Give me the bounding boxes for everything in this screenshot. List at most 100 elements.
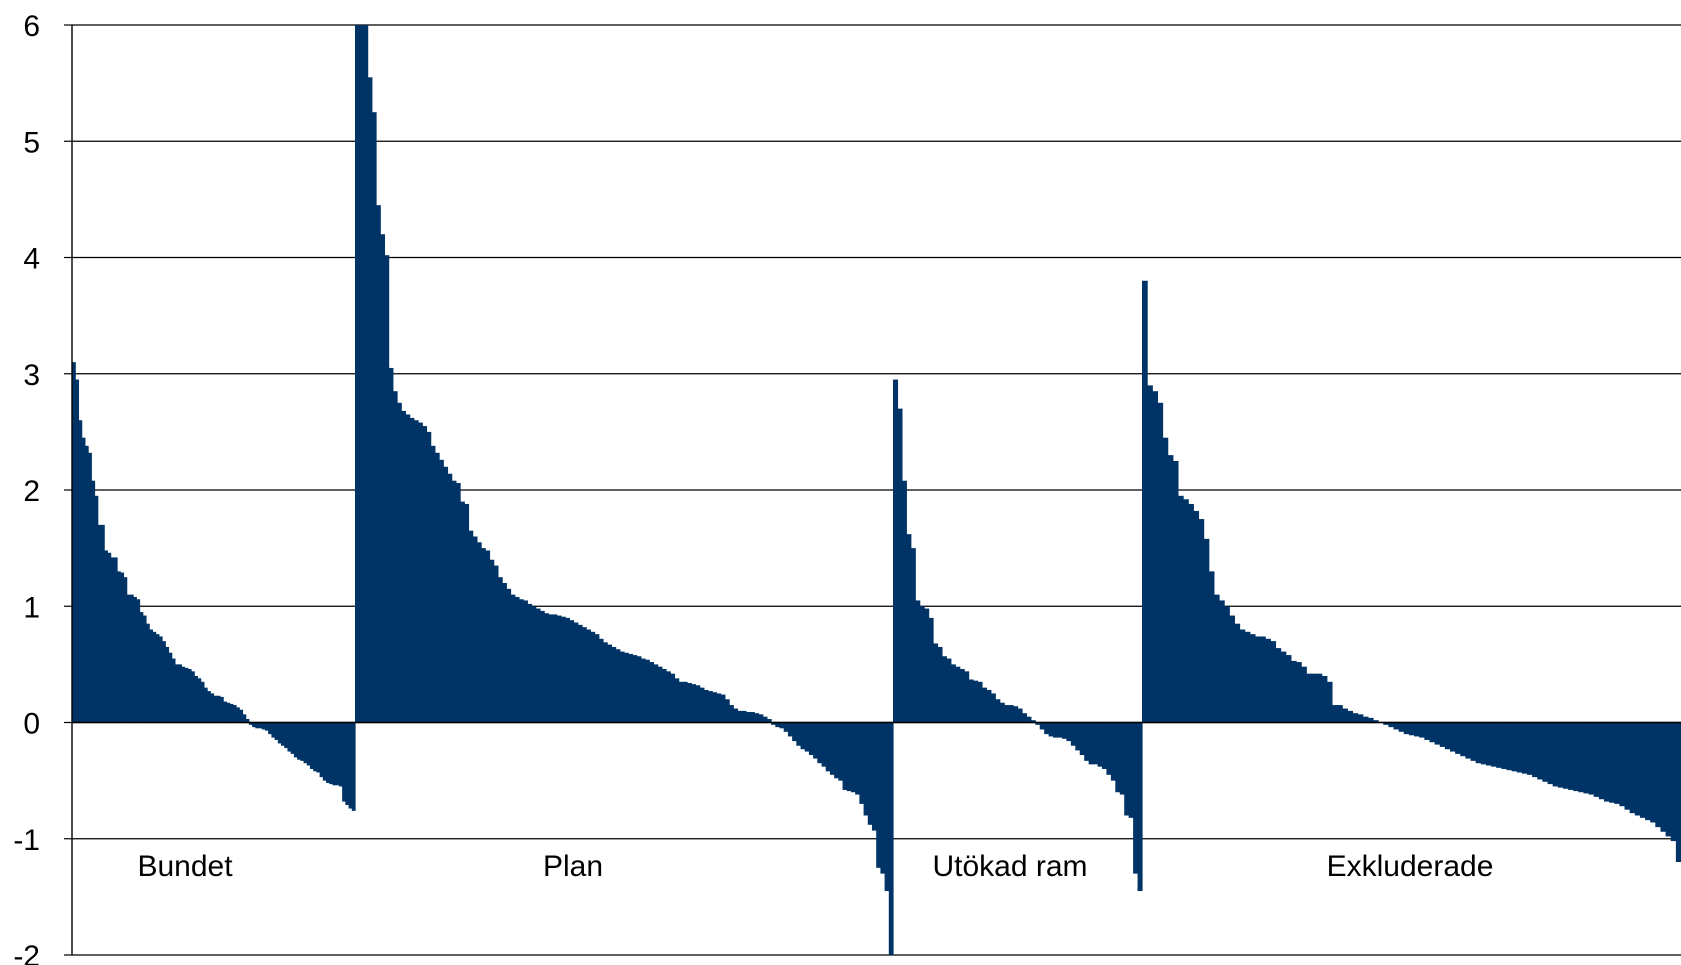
bar — [1506, 722, 1513, 771]
bar — [426, 431, 432, 723]
bar — [133, 596, 137, 723]
bar — [284, 722, 289, 749]
bar — [1061, 722, 1068, 739]
bar — [771, 722, 776, 725]
bar — [737, 710, 743, 723]
bar — [1193, 510, 1200, 723]
bar — [1097, 722, 1103, 767]
bar — [1578, 722, 1585, 793]
bar — [846, 722, 852, 792]
bar — [779, 722, 785, 729]
bar — [1239, 629, 1246, 723]
bar — [959, 669, 965, 723]
y-tick-label: 0 — [23, 708, 40, 741]
bar — [447, 473, 453, 723]
bar — [1249, 634, 1256, 723]
bar — [409, 417, 415, 723]
bar — [485, 550, 491, 723]
bar — [1537, 722, 1543, 780]
bar — [1357, 714, 1364, 723]
bar — [1224, 606, 1230, 723]
bar — [1465, 722, 1472, 759]
bar — [1079, 722, 1085, 756]
bar — [800, 722, 806, 750]
bar — [332, 722, 337, 786]
bar — [1516, 722, 1523, 773]
bar — [97, 524, 102, 723]
bar — [729, 705, 734, 723]
bar — [1326, 681, 1333, 723]
bar — [1004, 705, 1010, 723]
bar — [1532, 722, 1538, 778]
bar — [165, 646, 170, 723]
bar — [290, 722, 295, 754]
bar — [1119, 722, 1125, 795]
bar — [313, 722, 318, 772]
bar — [1213, 594, 1220, 723]
bar — [123, 577, 128, 723]
bar — [1128, 722, 1134, 818]
bar — [207, 691, 211, 723]
bar — [171, 658, 176, 723]
bar — [539, 610, 545, 723]
bar — [1403, 722, 1410, 735]
bar — [645, 659, 650, 723]
bar — [1147, 385, 1153, 723]
y-tick-labels: 6 5 4 3 2 1 0 -1 -2 — [13, 10, 40, 965]
bar — [1511, 722, 1518, 772]
bar — [1053, 722, 1059, 738]
bar — [1044, 722, 1050, 735]
bar — [1316, 673, 1323, 723]
bar — [1124, 722, 1130, 816]
bar — [430, 445, 436, 723]
bar — [1639, 722, 1646, 818]
bar — [384, 255, 390, 723]
bar — [216, 695, 221, 723]
bar — [523, 600, 528, 723]
bar — [129, 594, 134, 723]
bar — [1017, 708, 1023, 723]
bar — [825, 722, 831, 772]
bar — [1013, 706, 1019, 723]
bar — [72, 362, 76, 723]
bar — [472, 536, 478, 723]
bar — [1229, 615, 1235, 723]
bar — [271, 722, 276, 738]
bar — [919, 606, 925, 723]
bar — [1573, 722, 1579, 792]
bar — [1137, 722, 1143, 892]
bar — [1311, 673, 1318, 723]
bar — [703, 689, 709, 723]
bar — [838, 722, 844, 781]
bar — [981, 687, 987, 723]
bar — [829, 722, 835, 775]
bar — [1373, 720, 1379, 723]
bar — [946, 658, 952, 723]
bar — [1521, 722, 1528, 774]
bar — [110, 557, 115, 723]
bar — [371, 112, 377, 723]
bar — [1496, 722, 1502, 768]
y-tick-label: 5 — [23, 126, 40, 159]
bar — [223, 701, 227, 723]
bar — [1337, 705, 1343, 723]
bar — [392, 391, 398, 723]
group-label: Bundet — [137, 850, 233, 883]
bar — [126, 594, 131, 723]
bar — [155, 634, 160, 723]
bar — [1593, 722, 1600, 797]
bar — [531, 606, 537, 723]
bar — [178, 664, 182, 723]
bar — [1393, 722, 1400, 730]
bar — [1352, 713, 1359, 723]
bar — [264, 722, 269, 731]
bar — [1021, 713, 1027, 723]
bar — [933, 643, 939, 723]
bar — [1331, 705, 1338, 723]
bar — [88, 452, 92, 723]
y-tick-label: 4 — [23, 243, 40, 276]
bar — [1035, 722, 1041, 725]
bar — [901, 480, 907, 723]
bar — [413, 420, 419, 723]
